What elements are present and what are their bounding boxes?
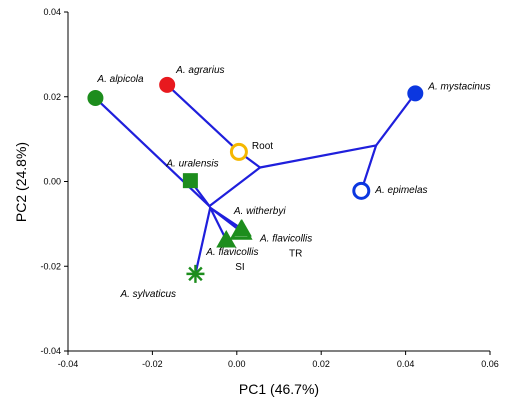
label-alpicola: A. alpicola — [96, 74, 144, 85]
label-witherbyi: A. witherbyi — [233, 206, 286, 217]
y-tick-label: -0.04 — [40, 346, 61, 356]
sublabel-flavSI: SI — [235, 262, 244, 273]
marker-root — [229, 142, 248, 161]
x-tick-label: 0.06 — [481, 359, 499, 369]
tree-edge — [258, 144, 378, 169]
y-tick-label: -0.02 — [40, 261, 61, 271]
label-epimelas: A. epimelas — [374, 185, 427, 196]
x-tick-label: 0.04 — [397, 359, 415, 369]
label-root: Root — [252, 141, 273, 152]
tree-edge — [94, 96, 211, 208]
asterisk-stroke — [188, 266, 203, 282]
x-axis-label: PC1 (46.7%) — [239, 381, 319, 397]
label-mystacinus: A. mystacinus — [427, 81, 490, 92]
marker-sylvaticus — [186, 264, 205, 283]
tree-edges — [94, 83, 417, 275]
tree-edge — [374, 92, 417, 147]
tree-edge — [209, 206, 243, 233]
label-flavTR: A. flavicollis — [259, 234, 312, 245]
y-tick-label: 0.04 — [43, 7, 61, 17]
label-uralensis: A. uralensis — [165, 159, 218, 170]
tree-edge — [209, 206, 228, 242]
y-tick-label: 0.00 — [43, 177, 61, 187]
data-markers — [87, 76, 424, 283]
x-tick-label: -0.02 — [142, 359, 163, 369]
marker-flavTR — [229, 219, 253, 240]
x-tick-label: 0.02 — [312, 359, 330, 369]
tree-edge — [166, 83, 241, 153]
y-axis-label: PC2 (24.8%) — [13, 142, 29, 222]
x-tick-label: -0.04 — [58, 359, 79, 369]
tree-edge — [208, 166, 262, 208]
point-labels: A. alpicola A. agrarius A. mystacinus A. ep… — [96, 65, 490, 300]
marker-mystacinus — [407, 85, 424, 102]
label-flavSI: A. flavicollis — [205, 247, 258, 258]
marker-flavSI — [216, 229, 237, 248]
label-sylvaticus: A. sylvaticus — [119, 289, 176, 300]
marker-uralensis — [182, 173, 198, 189]
y-tick-label: 0.02 — [43, 92, 61, 102]
x-tick-label: 0.00 — [228, 359, 246, 369]
marker-alpicola — [87, 90, 104, 107]
tree-edge — [194, 206, 212, 275]
sublabel-flavTR: TR — [289, 249, 302, 260]
marker-agrarius — [159, 76, 176, 93]
marker-epimelas — [352, 181, 371, 200]
label-agrarius: A. agrarius — [175, 65, 224, 76]
axes: -0.04 -0.02 0.00 0.02 0.04 0.06 -0.04 -0.02 0.00… — [40, 7, 498, 369]
